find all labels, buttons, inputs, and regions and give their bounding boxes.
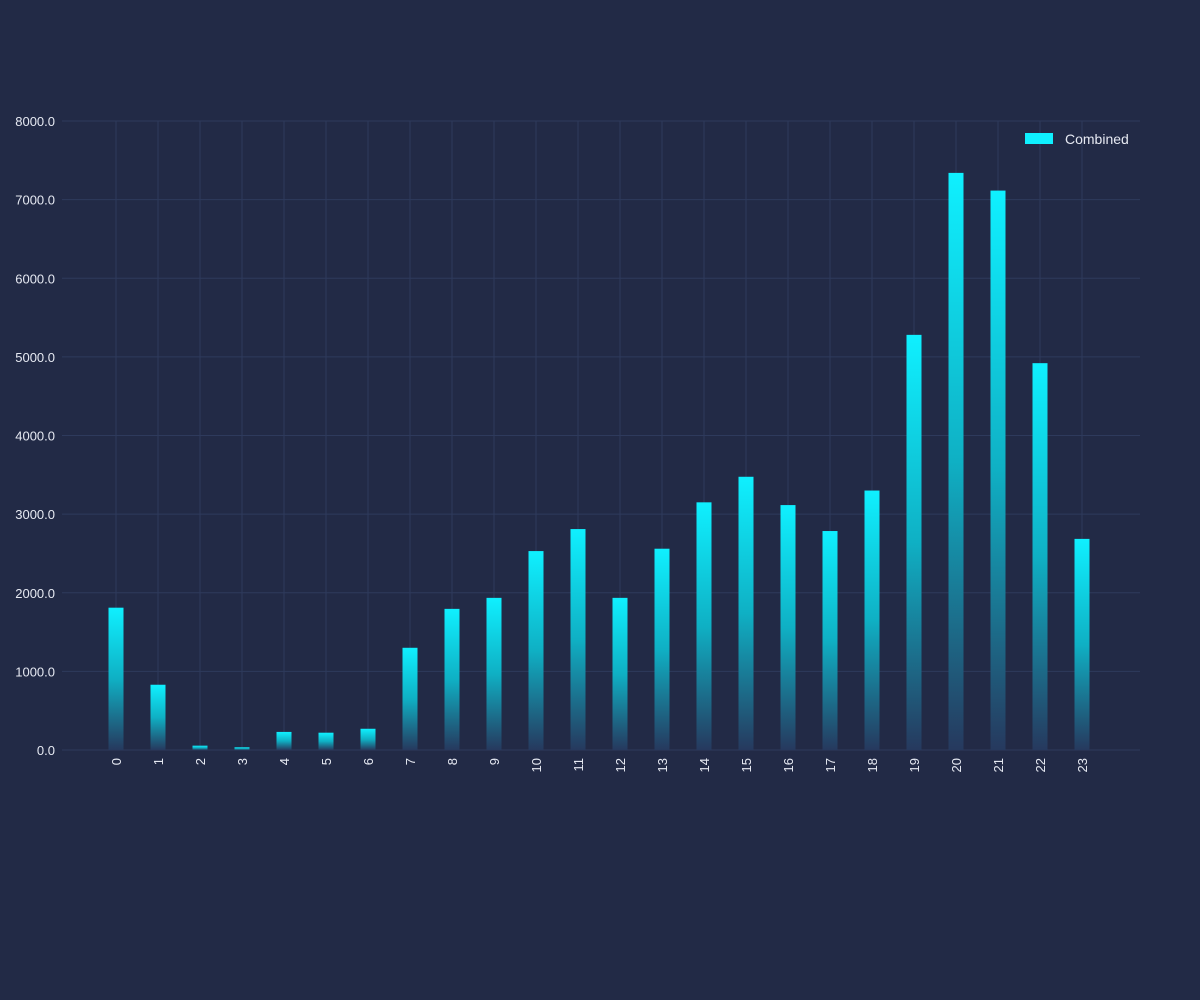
x-axis-ticks: 0 1 2 3 4 5 6 7 8 9 10 11 12 13 14 15 16 17 18 19 20 21 22 23	[109, 758, 1090, 772]
x-tick-label: 16	[781, 758, 796, 772]
x-tick-label: 5	[319, 758, 334, 765]
bar-18	[864, 490, 880, 750]
y-tick-label: 3000.0	[15, 507, 55, 522]
x-tick-label: 9	[487, 758, 502, 765]
x-tick-label: 17	[823, 758, 838, 772]
grid-lines	[62, 120, 1140, 751]
bar-13	[654, 548, 670, 750]
x-tick-label: 4	[277, 758, 292, 765]
x-tick-label: 3	[235, 758, 250, 765]
bar-9	[486, 597, 502, 750]
y-tick-label: 1000.0	[15, 664, 55, 679]
bar-2	[192, 745, 208, 750]
y-tick-label: 4000.0	[15, 429, 55, 444]
x-tick-label: 11	[571, 758, 586, 772]
bar-21	[990, 190, 1006, 750]
bar-20	[948, 172, 964, 750]
x-tick-label: 10	[529, 758, 544, 772]
bar-17	[822, 531, 838, 750]
x-tick-label: 1	[151, 758, 166, 765]
y-axis-ticks: 0.0 1000.0 2000.0 3000.0 4000.0 5000.0 6000.0 7…	[15, 114, 55, 758]
bar-7	[402, 647, 418, 750]
bar-1	[150, 684, 166, 750]
bar-23	[1074, 538, 1090, 750]
x-tick-label: 7	[403, 758, 418, 765]
bar-8	[444, 608, 460, 750]
y-tick-label: 0.0	[37, 743, 55, 758]
y-tick-label: 2000.0	[15, 586, 55, 601]
x-tick-label: 12	[613, 758, 628, 772]
bar-16	[780, 505, 796, 750]
y-tick-label: 5000.0	[15, 350, 55, 365]
x-tick-label: 18	[865, 758, 880, 772]
bar-22	[1032, 363, 1048, 750]
y-tick-label: 7000.0	[15, 193, 55, 208]
x-tick-label: 19	[907, 758, 922, 772]
x-tick-label: 23	[1075, 758, 1090, 772]
bar-15	[738, 476, 754, 750]
y-tick-label: 8000.0	[15, 114, 55, 129]
bar-3	[234, 747, 250, 750]
bar-4	[276, 731, 292, 750]
bar-5	[318, 732, 334, 750]
x-tick-label: 13	[655, 758, 670, 772]
x-tick-label: 22	[1033, 758, 1048, 772]
x-tick-label: 2	[193, 758, 208, 765]
x-tick-label: 0	[109, 758, 124, 765]
legend: Combined	[1025, 131, 1129, 147]
bars	[108, 172, 1090, 750]
bar-11	[570, 529, 586, 750]
bar-6	[360, 728, 376, 750]
bar-0	[108, 607, 124, 750]
x-tick-label: 21	[991, 758, 1006, 772]
x-tick-label: 8	[445, 758, 460, 765]
y-tick-label: 6000.0	[15, 271, 55, 286]
bar-12	[612, 597, 628, 750]
legend-label: Combined	[1065, 131, 1129, 147]
x-tick-label: 15	[739, 758, 754, 772]
x-tick-label: 6	[361, 758, 376, 765]
legend-swatch	[1025, 133, 1053, 144]
bar-14	[696, 502, 712, 750]
x-tick-label: 20	[949, 758, 964, 772]
bar-10	[528, 551, 544, 750]
x-tick-label: 14	[697, 758, 712, 772]
bar-19	[906, 334, 922, 750]
